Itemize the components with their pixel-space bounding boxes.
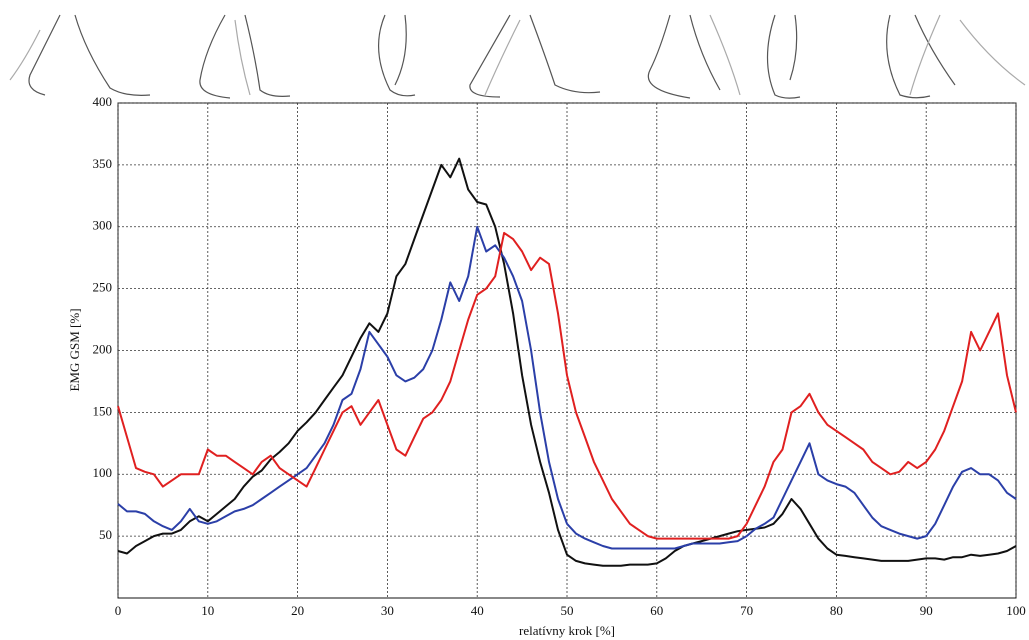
walking-figure xyxy=(886,14,956,99)
x-axis-label: relatívny krok [%] xyxy=(519,623,615,638)
walking-figure xyxy=(909,14,1026,96)
x-tick-label: 50 xyxy=(561,603,574,618)
y-axis-label: EMG GSM [%] xyxy=(67,308,82,391)
x-tick-label: 20 xyxy=(291,603,304,618)
y-tick-label: 50 xyxy=(99,527,112,542)
x-tick-label: 40 xyxy=(471,603,484,618)
x-tick-label: 90 xyxy=(920,603,933,618)
data-line xyxy=(117,157,1017,567)
walking-figure xyxy=(28,14,151,96)
walking-figure xyxy=(377,14,416,97)
x-tick-label: 60 xyxy=(650,603,663,618)
x-tick-label: 80 xyxy=(830,603,843,618)
x-tick-label: 10 xyxy=(201,603,214,618)
y-tick-label: 400 xyxy=(93,94,113,109)
data-line xyxy=(117,225,1017,550)
y-tick-label: 300 xyxy=(93,218,113,233)
y-tick-label: 250 xyxy=(93,280,113,295)
walking-figure xyxy=(199,14,291,99)
x-tick-label: 70 xyxy=(740,603,753,618)
data-line xyxy=(117,231,1017,540)
walking-figure xyxy=(469,14,601,98)
y-tick-label: 200 xyxy=(93,341,113,356)
walking-figure xyxy=(9,29,41,81)
x-tick-label: 30 xyxy=(381,603,394,618)
walking-figure xyxy=(709,14,741,96)
y-tick-label: 150 xyxy=(93,403,113,418)
walking-figures xyxy=(9,14,1026,99)
x-tick-label: 100 xyxy=(1006,603,1026,618)
walking-figure xyxy=(234,19,251,96)
x-tick-label: 0 xyxy=(115,603,122,618)
walking-figure xyxy=(647,14,721,99)
walking-figure xyxy=(484,19,521,96)
walking-figure xyxy=(766,14,801,99)
y-tick-label: 100 xyxy=(93,465,113,480)
y-tick-label: 350 xyxy=(93,156,113,171)
